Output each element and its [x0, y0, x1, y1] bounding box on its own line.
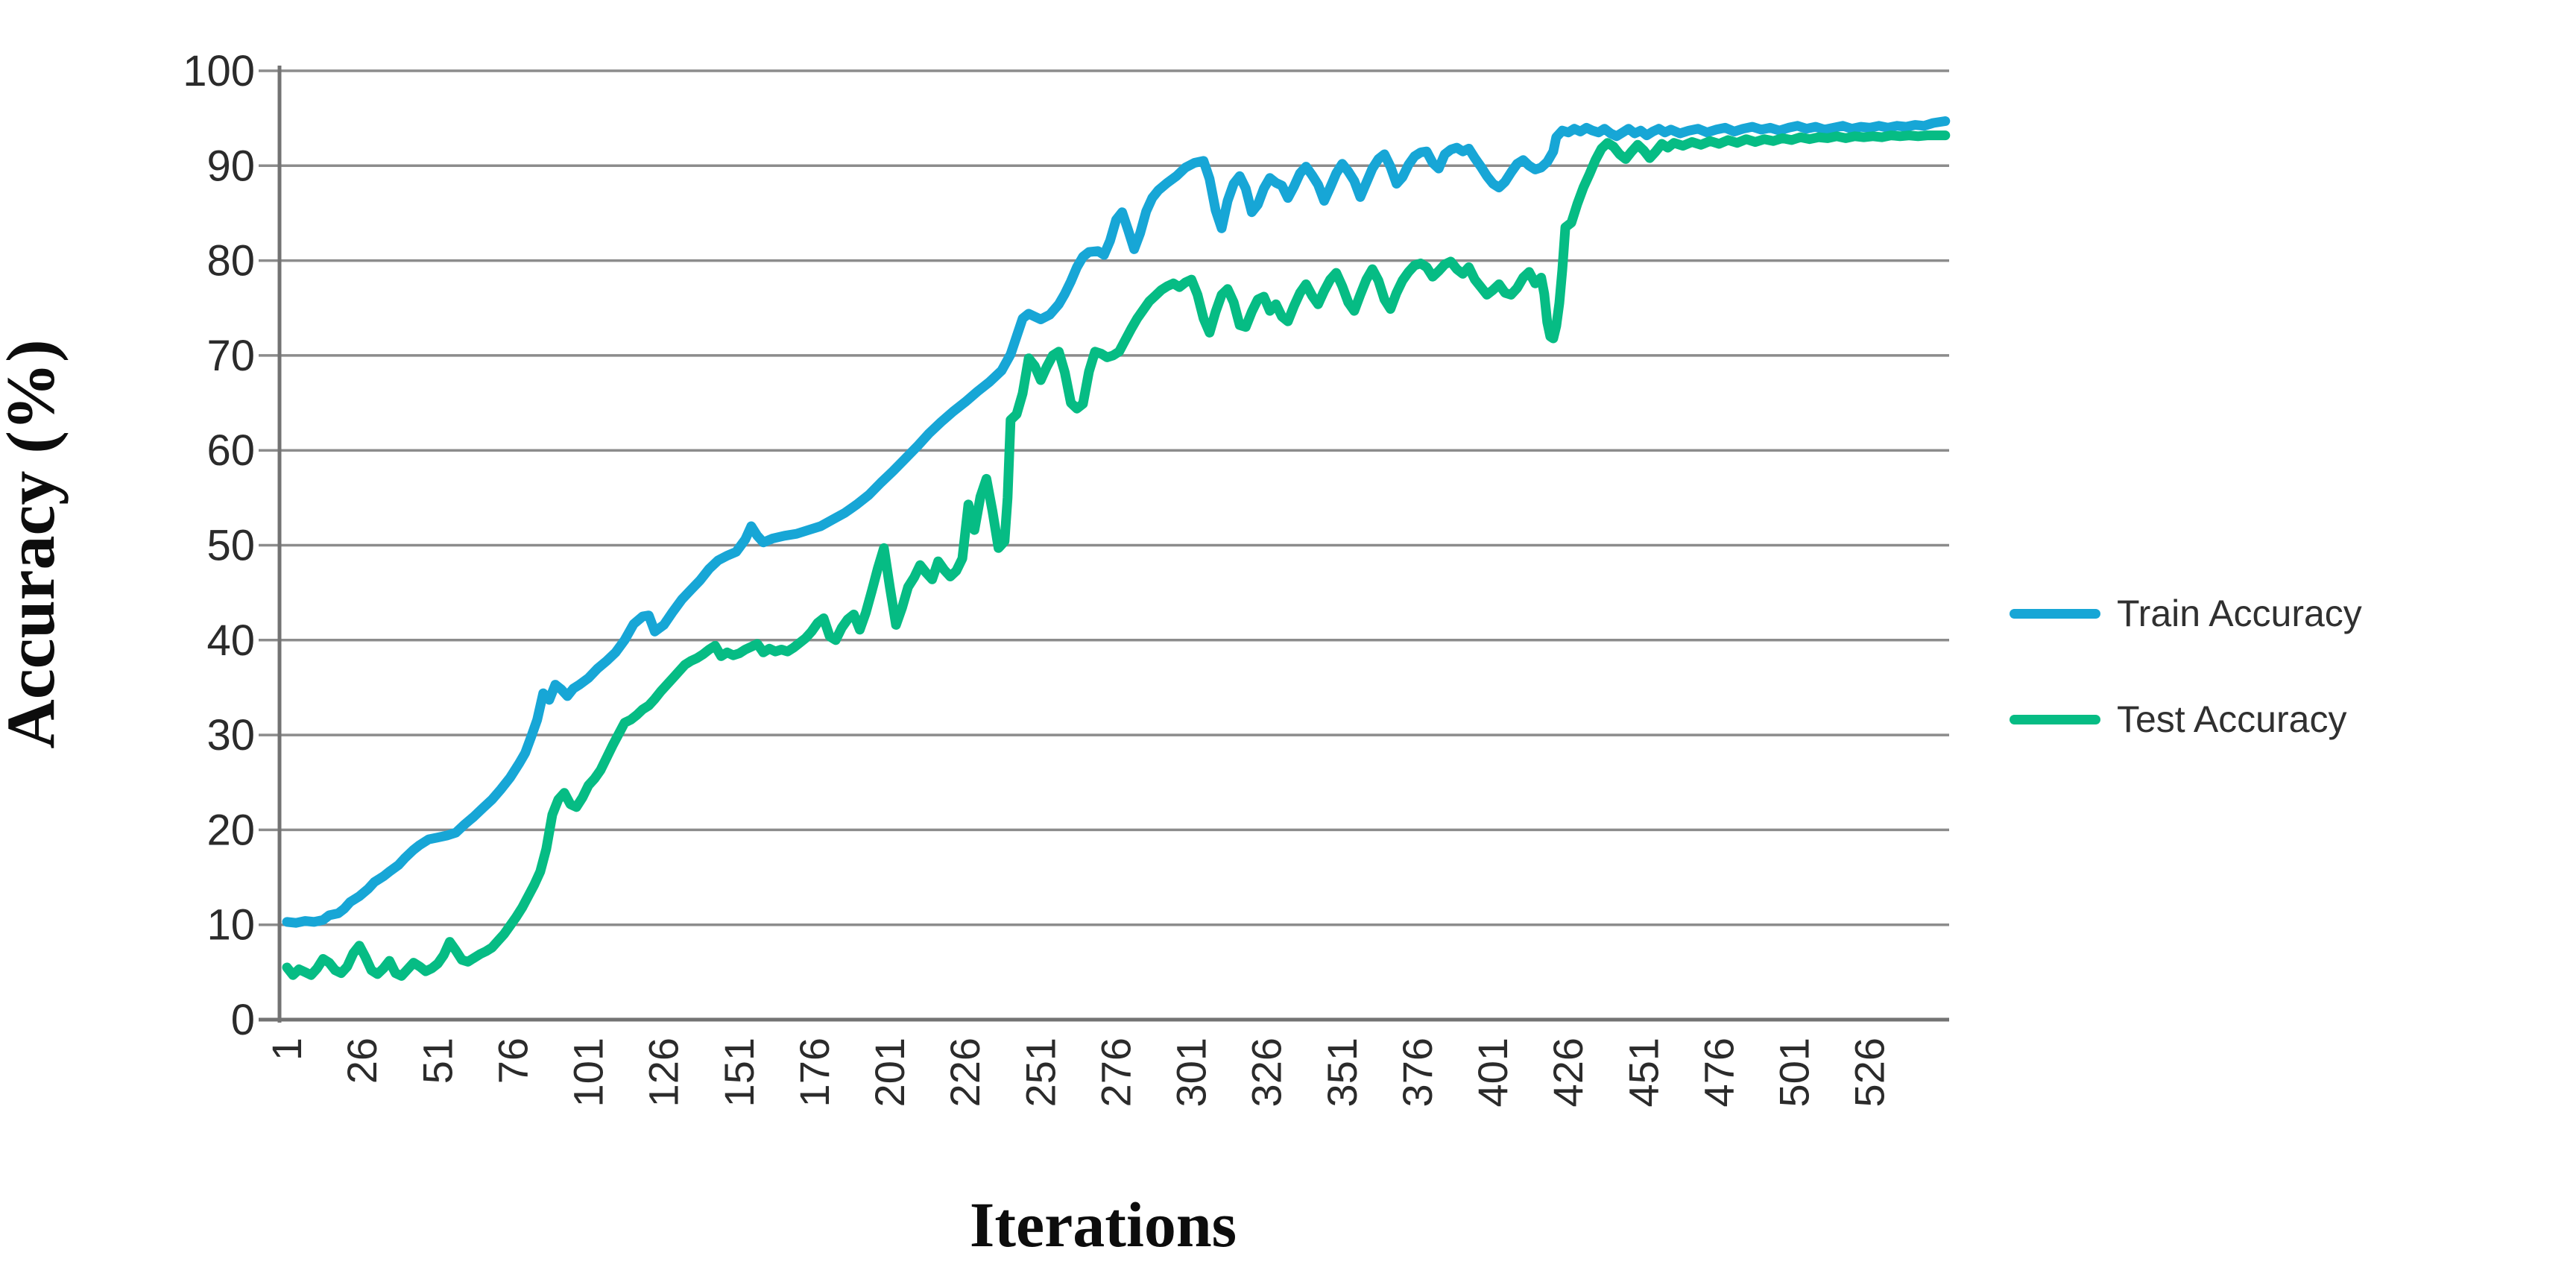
x-tick-labels: 1 26 51 76 101 126 151 176 201 226 251 276 301 326 351… — [263, 1038, 1893, 1107]
train-accuracy-legend-label: Train Accuracy — [2117, 593, 2362, 634]
x-tick-label: 226 — [941, 1038, 988, 1107]
y-tick-label: 90 — [206, 142, 255, 190]
x-axis-title: Iterations — [970, 1189, 1237, 1260]
x-tick-label: 376 — [1394, 1038, 1441, 1107]
y-tick-label: 50 — [206, 522, 255, 570]
x-tick-label: 26 — [338, 1038, 385, 1084]
x-tick-label: 401 — [1469, 1038, 1516, 1107]
y-tick-label: 10 — [206, 901, 255, 950]
x-tick-label: 101 — [565, 1038, 612, 1107]
x-tick-label: 426 — [1544, 1038, 1591, 1107]
gridlines — [259, 69, 1949, 1022]
y-tick-label: 80 — [206, 237, 255, 285]
y-tick-labels: 0 10 20 30 40 50 60 70 80 90 100 — [183, 47, 255, 1044]
train-accuracy-legend-swatch — [2010, 608, 2100, 619]
y-tick-label: 20 — [206, 806, 255, 854]
x-tick-label: 476 — [1695, 1038, 1742, 1107]
x-tick-label: 1 — [263, 1038, 310, 1061]
y-tick-label: 40 — [206, 616, 255, 665]
x-tick-label: 76 — [489, 1038, 536, 1084]
legend-item-test-accuracy: Test Accuracy — [2010, 693, 2346, 745]
x-tick-label: 151 — [716, 1038, 763, 1107]
data-series-lines — [282, 116, 1951, 981]
test-accuracy-legend-swatch — [2010, 714, 2100, 724]
x-tick-label: 301 — [1168, 1038, 1215, 1107]
y-tick-label: 60 — [206, 426, 255, 475]
train-accuracy-line — [282, 116, 1951, 928]
x-tick-label: 176 — [791, 1038, 838, 1107]
legend-item-train-accuracy: Train Accuracy — [2010, 587, 2362, 640]
y-tick-label: 70 — [206, 332, 255, 380]
x-tick-label: 126 — [640, 1038, 687, 1107]
test-accuracy-line — [282, 130, 1951, 981]
y-tick-label: 100 — [183, 47, 255, 95]
x-tick-label: 201 — [866, 1038, 913, 1107]
y-axis-title: Accuracy (%) — [0, 339, 69, 748]
x-tick-label: 501 — [1771, 1038, 1818, 1107]
y-tick-label: 0 — [231, 996, 255, 1044]
x-tick-label: 51 — [414, 1038, 461, 1084]
x-tick-label: 451 — [1620, 1038, 1667, 1107]
x-tick-label: 326 — [1243, 1038, 1290, 1107]
x-tick-label: 251 — [1017, 1038, 1064, 1107]
x-tick-label: 351 — [1319, 1038, 1366, 1107]
y-tick-label: 30 — [206, 711, 255, 760]
x-tick-label: 276 — [1092, 1038, 1139, 1107]
x-tick-label: 526 — [1846, 1038, 1893, 1107]
test-accuracy-legend-label: Test Accuracy — [2117, 698, 2347, 740]
